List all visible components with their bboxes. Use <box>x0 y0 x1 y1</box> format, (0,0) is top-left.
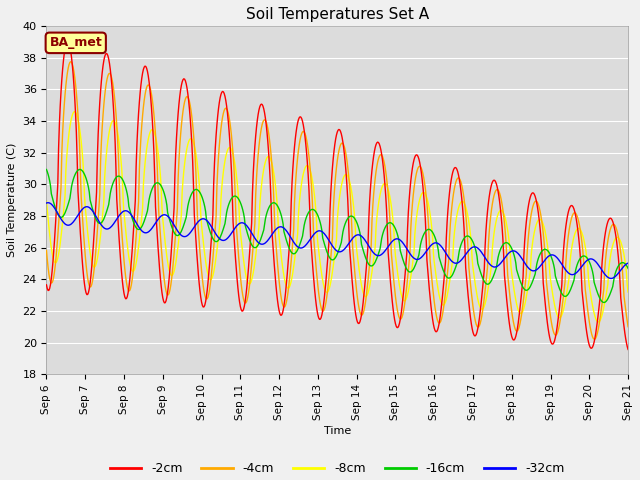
-32cm <box>43 200 51 206</box>
-4cm <box>43 248 51 253</box>
-2cm <box>43 282 51 288</box>
-8cm <box>71 109 79 115</box>
-2cm <box>572 212 579 218</box>
-16cm <box>43 167 51 172</box>
-16cm <box>624 265 632 271</box>
Title: Soil Temperatures Set A: Soil Temperatures Set A <box>246 7 429 22</box>
-8cm <box>444 293 451 299</box>
X-axis label: Time: Time <box>324 426 351 436</box>
-4cm <box>444 274 451 280</box>
-32cm <box>386 241 394 247</box>
-4cm <box>330 209 337 215</box>
Line: -16cm: -16cm <box>47 169 628 302</box>
Line: -8cm: -8cm <box>47 112 628 322</box>
-16cm <box>76 167 83 172</box>
-32cm <box>196 217 204 223</box>
-32cm <box>444 252 451 258</box>
-4cm <box>386 214 394 219</box>
Line: -2cm: -2cm <box>47 41 628 349</box>
Text: BA_met: BA_met <box>49 36 102 49</box>
-16cm <box>572 268 579 274</box>
-2cm <box>196 288 204 294</box>
-2cm <box>330 156 337 161</box>
-8cm <box>171 265 179 271</box>
-32cm <box>171 224 179 229</box>
-4cm <box>572 210 579 216</box>
-8cm <box>330 264 337 269</box>
-8cm <box>595 319 602 325</box>
-32cm <box>572 271 579 276</box>
-8cm <box>196 192 204 197</box>
-2cm <box>63 38 71 44</box>
-8cm <box>386 193 394 199</box>
-16cm <box>600 300 607 305</box>
-16cm <box>171 231 179 237</box>
-4cm <box>590 336 598 342</box>
-32cm <box>607 276 615 281</box>
-4cm <box>171 240 179 246</box>
Line: -4cm: -4cm <box>47 62 628 339</box>
-8cm <box>624 289 632 295</box>
-16cm <box>330 257 337 263</box>
-16cm <box>196 190 204 195</box>
-4cm <box>196 249 204 255</box>
Y-axis label: Soil Temperature (C): Soil Temperature (C) <box>7 143 17 257</box>
-32cm <box>44 200 52 205</box>
-8cm <box>43 198 51 204</box>
-2cm <box>624 347 632 352</box>
-4cm <box>624 324 632 330</box>
-2cm <box>386 270 394 276</box>
Legend: -2cm, -4cm, -8cm, -16cm, -32cm: -2cm, -4cm, -8cm, -16cm, -32cm <box>105 457 570 480</box>
-2cm <box>444 219 451 225</box>
-16cm <box>386 220 394 226</box>
Line: -32cm: -32cm <box>47 203 628 278</box>
-16cm <box>444 275 451 280</box>
-2cm <box>171 172 179 178</box>
-32cm <box>330 244 337 250</box>
-4cm <box>67 59 74 65</box>
-32cm <box>624 260 632 266</box>
-8cm <box>572 229 579 235</box>
